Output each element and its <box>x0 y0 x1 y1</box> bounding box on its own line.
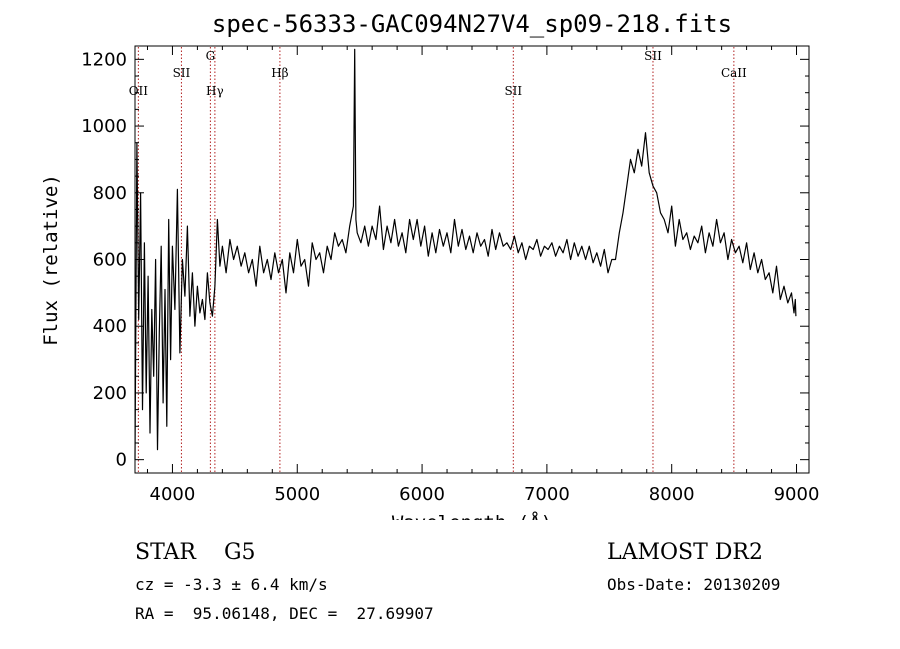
x-axis: 4000 5000 6000 7000 8000 9000 <box>146 46 820 505</box>
y-tick-label: 1000 <box>81 116 127 137</box>
x-tick-label: 4000 <box>150 484 196 505</box>
observation-date: Obs-Date: 20130209 <box>607 575 781 594</box>
survey-name: LAMOST DR2 <box>607 540 763 565</box>
y-tick-label: 200 <box>93 383 127 404</box>
x-tick-label: 7000 <box>524 484 570 505</box>
y-tick-label: 600 <box>93 250 127 271</box>
spectrum-chart: spec-56333-GAC094N27V4_sp09-218.fits OII… <box>40 10 820 520</box>
marker-label: CaII <box>721 66 747 80</box>
marker-label: Hβ <box>271 66 288 80</box>
y-tick-label: 0 <box>116 450 127 471</box>
y-tick-label: 800 <box>93 183 127 204</box>
x-tick-label: 5000 <box>274 484 320 505</box>
x-tick-label: 6000 <box>399 484 445 505</box>
object-class: STAR G5 <box>135 540 256 565</box>
plot-frame <box>134 45 810 474</box>
marker-label: G <box>206 49 216 63</box>
marker-label: OII <box>129 84 149 98</box>
coordinates-info: RA = 95.06148, DEC = 27.69907 <box>135 604 434 623</box>
y-axis: 0 200 400 600 800 1000 1200 <box>81 49 809 471</box>
chart-title: spec-56333-GAC094N27V4_sp09-218.fits <box>212 10 732 38</box>
spectrum-line <box>134 48 797 460</box>
marker-label: SII <box>644 49 662 63</box>
marker-label: SII <box>504 84 522 98</box>
x-axis-label: Wavelength (Å) <box>392 511 552 520</box>
marker-label: Hγ <box>206 84 224 98</box>
y-tick-label: 1200 <box>81 49 127 70</box>
x-tick-label: 9000 <box>774 484 820 505</box>
spectrum-series <box>134 48 797 460</box>
x-tick-label: 8000 <box>649 484 695 505</box>
redshift-info: cz = -3.3 ± 6.4 km/s <box>135 575 328 594</box>
y-tick-label: 400 <box>93 316 127 337</box>
marker-label: SII <box>173 66 191 80</box>
y-axis-label: Flux (relative) <box>40 174 62 346</box>
spectral-line-markers: OII SII G Hγ Hβ SII SII CaII <box>129 47 747 472</box>
